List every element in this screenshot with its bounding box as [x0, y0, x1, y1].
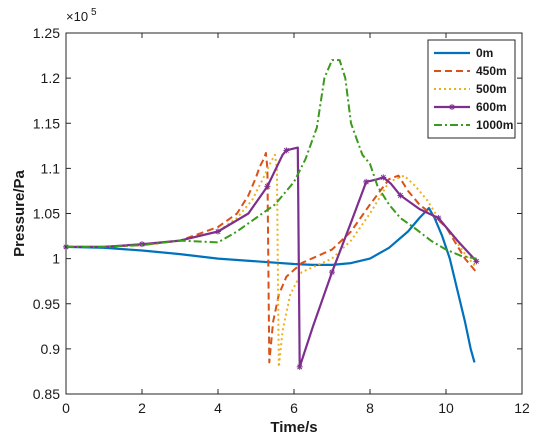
axis-ticks	[65, 32, 523, 395]
y-tick-label: 1.05	[33, 206, 60, 222]
y-tick-labels: 0.85 0.9 0.95 1 1.05 1.1 1.15 1.2 1.25	[33, 25, 60, 402]
y-tick-label: 0.9	[41, 341, 61, 357]
series-marker	[215, 228, 221, 235]
series-marker	[435, 215, 442, 222]
x-tick-label: 4	[214, 400, 222, 416]
legend-box	[427, 39, 516, 139]
series-marker	[363, 178, 370, 185]
plot-lines	[63, 59, 480, 370]
y-exponent: 5	[91, 7, 97, 18]
y-tick-label: 1.25	[33, 25, 60, 41]
series-marker	[329, 269, 335, 276]
series-line-1000m	[66, 59, 477, 260]
x-axis-label: Time/s	[270, 419, 317, 436]
legend-label: 500m	[476, 82, 507, 96]
series-line-600m	[66, 146, 478, 368]
y-axis-label: Pressure/Pa	[11, 169, 28, 256]
x-tick-label: 6	[290, 400, 298, 416]
legend: 0m 450m 500m 600m 1000m	[427, 39, 516, 139]
series-marker	[380, 174, 387, 181]
series-marker	[296, 363, 303, 370]
y-tick-label: 0.95	[33, 296, 60, 312]
series-marker	[473, 258, 480, 265]
series-marker	[264, 183, 271, 190]
x-tick-label: 8	[366, 400, 374, 416]
x-tick-labels: 0 2 4 6 8 10 12	[62, 400, 530, 416]
y-multiplier: ×10	[66, 9, 88, 24]
legend-label: 0m	[476, 46, 493, 60]
series-line-450m	[66, 152, 478, 364]
x-tick-label: 12	[514, 400, 530, 416]
y-tick-label: 1.1	[41, 160, 61, 176]
x-tick-label: 0	[62, 400, 70, 416]
y-tick-label: 1.2	[41, 70, 61, 86]
series-line-0m	[65, 207, 476, 363]
x-tick-label: 2	[138, 400, 146, 416]
legend-marker	[449, 104, 455, 110]
legend-label: 600m	[476, 100, 507, 114]
series-line-500m	[66, 153, 478, 368]
y-tick-label: 1.15	[33, 115, 60, 131]
y-tick-label: 0.85	[33, 386, 60, 402]
series-marker	[397, 192, 404, 199]
legend-label: 1000m	[476, 118, 513, 132]
legend-label: 450m	[476, 64, 507, 78]
x-tick-label: 10	[438, 400, 454, 416]
series-marker	[283, 147, 290, 154]
y-tick-label: 1	[52, 251, 60, 267]
